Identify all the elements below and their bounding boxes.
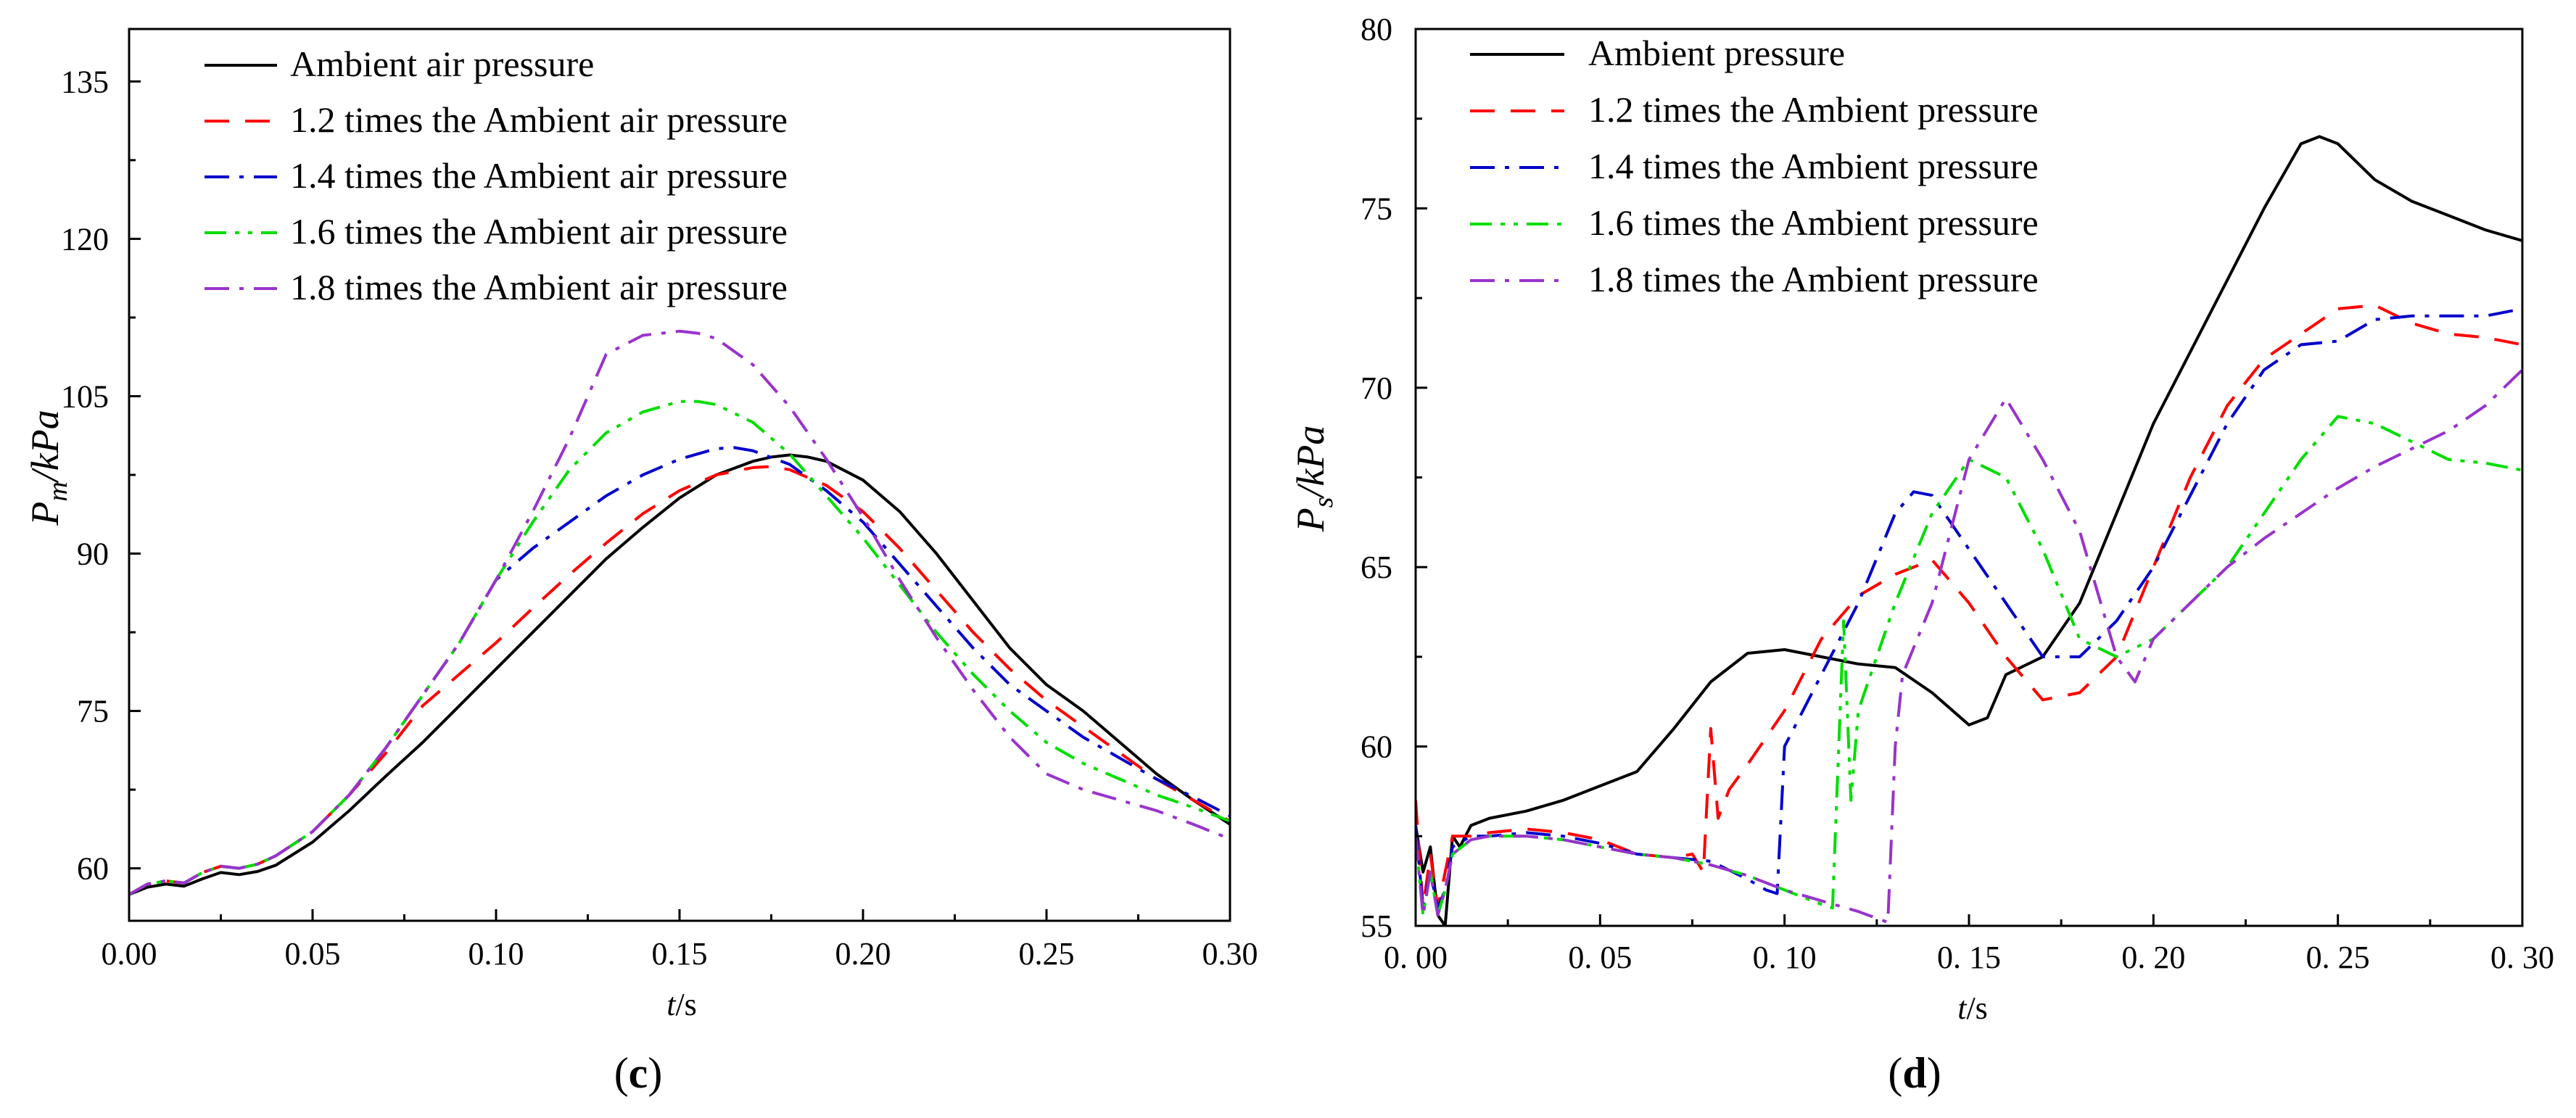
legend-entry-label: 1.8 times the Ambient air pressure	[290, 267, 788, 307]
series-line-3	[1416, 307, 2522, 910]
y-axis-label: Pm/kPa	[23, 410, 73, 526]
panel-label: (d)	[1888, 1049, 1941, 1097]
series-line-2	[129, 465, 1230, 896]
x-tick-label: 0.20	[835, 936, 891, 972]
x-axis-unit: /s	[1966, 990, 1987, 1026]
y-tick-label: 60	[1361, 729, 1392, 765]
series-group	[129, 329, 1230, 896]
x-tick-label: 0. 10	[1753, 940, 1817, 975]
y-tick-label: 70	[1361, 370, 1392, 406]
legend: Ambient air pressure 1.2 times the Ambien…	[205, 44, 788, 307]
chart-panel-d: 0. 00 0. 05 0. 10 0. 15 0. 20 0. 25 0. 30 55 60 6…	[1289, 12, 2554, 1097]
series-line-5	[1416, 368, 2522, 924]
x-tick-label: 0. 05	[1568, 940, 1632, 975]
y-tick-label: 120	[61, 221, 109, 257]
x-tick-label: 0.05	[285, 936, 341, 972]
y-tick-label: 65	[1361, 550, 1392, 585]
legend-entry-label: 1.6 times the Ambient pressure	[1588, 202, 2039, 243]
x-tick-label: 0. 30	[2490, 940, 2554, 975]
y-tick-label: 90	[77, 537, 109, 572]
panel-letter: d	[1902, 1049, 1926, 1097]
series-line-1	[129, 453, 1230, 896]
y-tick-label: 135	[61, 64, 109, 99]
x-tick-label: 0. 00	[1384, 940, 1448, 975]
x-axis-label: t/s	[1957, 990, 1988, 1026]
legend-entry-label: 1.8 times the Ambient pressure	[1588, 259, 2039, 299]
legend-entry-label: Ambient air pressure	[290, 44, 594, 84]
y-tick-label: 80	[1361, 12, 1392, 47]
panel-label: (c)	[614, 1049, 663, 1097]
y-axis-label: Ps/kPa	[1289, 426, 1339, 533]
y-tick-label: 60	[77, 851, 109, 887]
y-axis-subscript: m	[43, 481, 73, 501]
series-line-1	[1416, 135, 2522, 926]
panel-letter: c	[629, 1049, 648, 1097]
legend-entry-label: 1.2 times the Ambient air pressure	[290, 99, 788, 140]
legend: Ambient pressure 1.2 times the Ambient pr…	[1470, 33, 2039, 299]
y-axis-unit: /kPa	[23, 410, 67, 484]
x-axis-label: t/s	[666, 987, 697, 1022]
y-tick-label: 75	[77, 694, 109, 729]
series-line-5	[129, 329, 1230, 896]
y-axis-var: P	[23, 502, 67, 526]
y-tick-label: 75	[1361, 191, 1392, 226]
panel-close-paren: )	[648, 1049, 662, 1097]
x-tick-label: 0. 25	[2306, 940, 2370, 975]
legend-entry-label: Ambient pressure	[1588, 33, 1845, 73]
x-axis-unit: /s	[675, 987, 696, 1022]
x-tick-label: 0.25	[1019, 936, 1075, 972]
panel-open-paren: (	[614, 1049, 629, 1097]
chart-panel-c: 0.00 0.05 0.10 0.15 0.20 0.25 0.30 60 75 90 105 120…	[23, 28, 1258, 1097]
y-axis-unit: /kPa	[1289, 426, 1332, 500]
y-tick-label: 55	[1361, 908, 1392, 944]
x-axis-var: t	[1957, 990, 1968, 1026]
y-axis-var: P	[1289, 508, 1332, 532]
legend-entry-label: 1.4 times the Ambient air pressure	[290, 155, 788, 196]
y-axis-subscript: s	[1308, 497, 1339, 508]
x-axis-var: t	[666, 987, 677, 1022]
x-tick-label: 0.30	[1202, 936, 1258, 972]
panel-open-paren: (	[1888, 1049, 1902, 1097]
panel-close-paren: )	[1927, 1049, 1941, 1097]
legend-entry-label: 1.2 times the Ambient pressure	[1588, 89, 2039, 130]
series-line-3	[129, 446, 1230, 896]
y-tick-label: 105	[61, 378, 109, 414]
x-tick-label: 0.15	[652, 936, 708, 972]
series-line-4	[129, 399, 1230, 896]
series-line-4	[1416, 415, 2522, 917]
x-tick-label: 0. 20	[2121, 940, 2185, 975]
legend-entry-label: 1.6 times the Ambient air pressure	[290, 211, 788, 252]
x-tick-label: 0.00	[102, 936, 157, 972]
series-line-2	[1416, 304, 2522, 910]
x-tick-label: 0. 15	[1937, 940, 2001, 975]
legend-entry-label: 1.4 times the Ambient pressure	[1588, 146, 2039, 186]
series-group	[1416, 135, 2522, 926]
x-tick-label: 0.10	[468, 936, 524, 972]
